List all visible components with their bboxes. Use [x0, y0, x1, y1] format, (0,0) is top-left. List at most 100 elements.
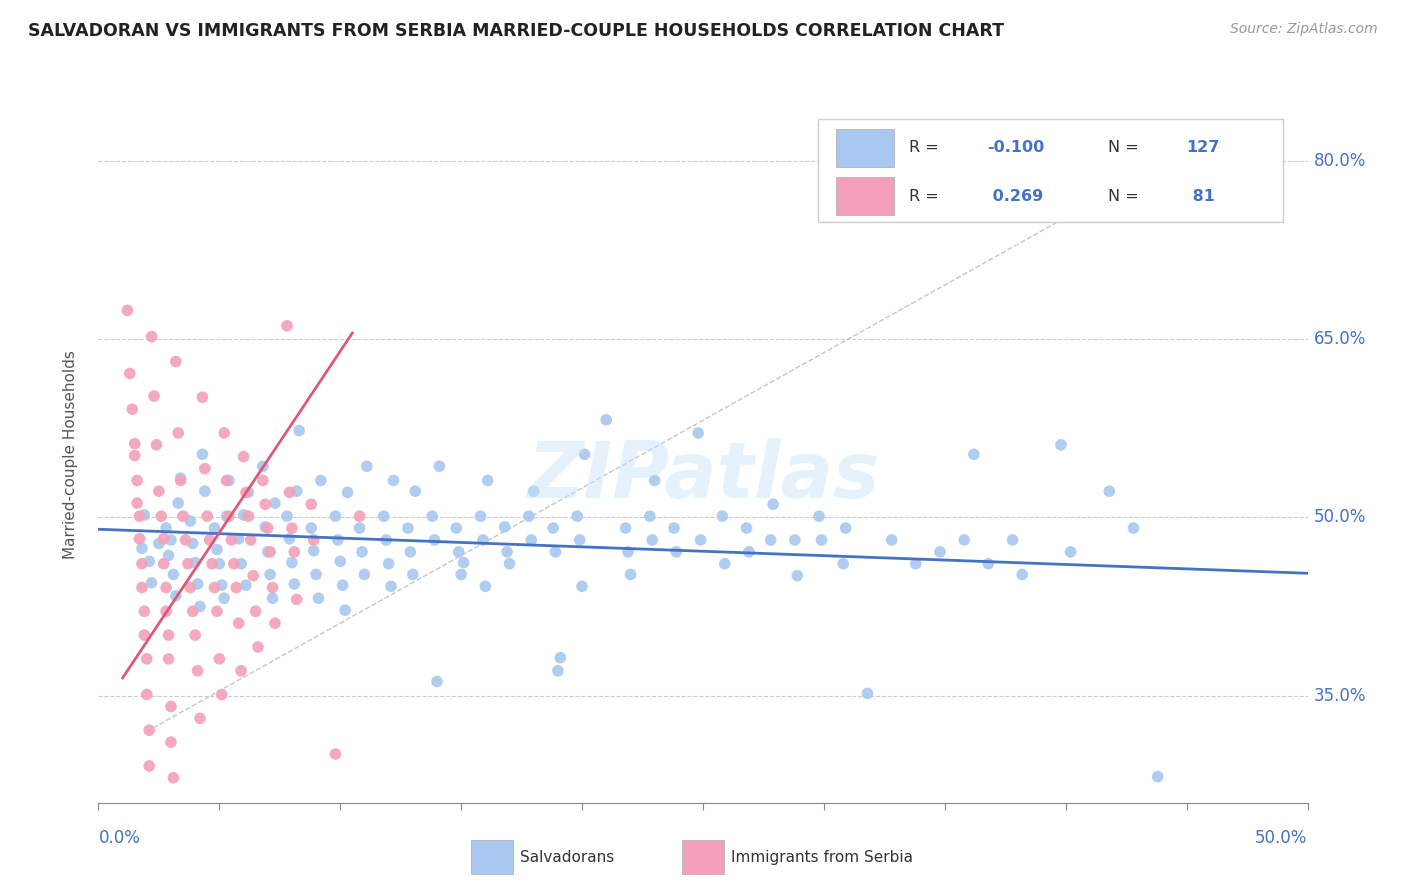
Point	[256, 521, 278, 535]
Point	[131, 581, 153, 595]
Point	[399, 545, 422, 559]
Point	[382, 474, 405, 488]
Point	[235, 578, 257, 592]
Point	[138, 759, 160, 773]
Point	[225, 581, 247, 595]
Point	[520, 533, 543, 547]
Point	[496, 545, 519, 559]
Text: 127: 127	[1187, 140, 1220, 155]
Point	[1146, 770, 1168, 784]
Point	[783, 533, 806, 547]
Point	[402, 567, 425, 582]
Text: -0.100: -0.100	[987, 140, 1045, 155]
Point	[299, 497, 322, 511]
Point	[135, 652, 157, 666]
Point	[232, 450, 254, 464]
Text: 0.269: 0.269	[987, 188, 1043, 203]
Point	[541, 521, 564, 535]
Point	[380, 579, 402, 593]
Point	[299, 521, 322, 535]
Point	[221, 533, 243, 547]
Point	[179, 514, 201, 528]
Point	[283, 577, 305, 591]
Point	[375, 533, 398, 547]
Point	[420, 509, 443, 524]
Point	[184, 628, 207, 642]
Point	[786, 568, 808, 582]
Point	[169, 474, 191, 488]
Point	[211, 578, 233, 592]
Point	[262, 581, 284, 595]
Point	[135, 688, 157, 702]
Point	[145, 438, 167, 452]
Point	[1122, 521, 1144, 535]
Point	[254, 520, 277, 534]
Point	[228, 616, 250, 631]
Point	[117, 303, 139, 318]
Text: N =: N =	[1108, 188, 1144, 203]
Point	[953, 533, 976, 547]
Point	[446, 521, 468, 535]
Point	[353, 567, 375, 582]
Point	[309, 474, 332, 488]
Text: ZIPatlas: ZIPatlas	[527, 438, 879, 514]
Point	[281, 521, 304, 535]
Point	[665, 545, 688, 559]
Text: 81: 81	[1187, 188, 1215, 203]
FancyBboxPatch shape	[837, 177, 894, 215]
Point	[211, 688, 233, 702]
Point	[222, 557, 245, 571]
Point	[302, 543, 325, 558]
Point	[194, 461, 217, 475]
Point	[547, 664, 569, 678]
Point	[713, 557, 735, 571]
Point	[880, 533, 903, 547]
Point	[167, 496, 190, 510]
Text: Immigrants from Serbia: Immigrants from Serbia	[731, 850, 912, 864]
Point	[162, 567, 184, 582]
Point	[523, 484, 546, 499]
Point	[477, 474, 499, 488]
Point	[326, 533, 349, 547]
Point	[429, 459, 451, 474]
Point	[759, 533, 782, 547]
Point	[302, 533, 325, 547]
Point	[201, 557, 224, 571]
Point	[336, 485, 359, 500]
Point	[124, 436, 146, 450]
Point	[1059, 545, 1081, 559]
Point	[228, 532, 250, 546]
Point	[738, 545, 761, 559]
Point	[325, 747, 347, 761]
Point	[544, 545, 567, 559]
Point	[808, 509, 831, 524]
Point	[264, 616, 287, 631]
Point	[238, 509, 260, 524]
Point	[215, 509, 238, 524]
Point	[188, 599, 211, 614]
Point	[131, 541, 153, 556]
Point	[474, 579, 496, 593]
Point	[124, 449, 146, 463]
Point	[571, 579, 593, 593]
Point	[229, 557, 252, 571]
Text: 35.0%: 35.0%	[1313, 687, 1367, 705]
Point	[595, 413, 617, 427]
Point	[281, 556, 304, 570]
Point	[187, 664, 209, 678]
Point	[278, 485, 301, 500]
Point	[188, 711, 211, 725]
Point	[373, 509, 395, 524]
Point	[1011, 567, 1033, 582]
Point	[517, 509, 540, 524]
Text: Source: ZipAtlas.com: Source: ZipAtlas.com	[1230, 22, 1378, 37]
Point	[256, 545, 278, 559]
Point	[349, 509, 371, 524]
Point	[128, 509, 150, 524]
Point	[155, 581, 177, 595]
Point	[285, 484, 308, 499]
Point	[148, 536, 170, 550]
Point	[198, 533, 221, 547]
Point	[252, 474, 274, 488]
Point	[711, 509, 734, 524]
